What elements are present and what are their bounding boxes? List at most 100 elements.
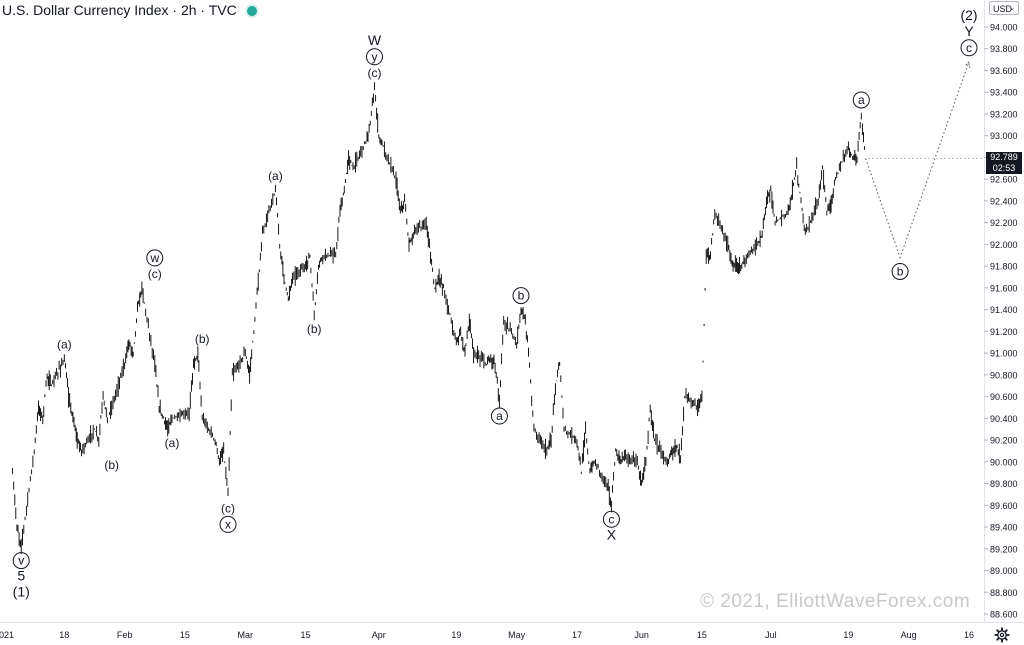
wave-circle <box>852 91 870 109</box>
y-tick-label: 94.000 <box>990 23 1018 33</box>
wave-label-text: (b) <box>195 332 210 346</box>
wave-circle <box>146 249 164 267</box>
projection-arrow <box>964 60 971 68</box>
wave-label: (c) <box>221 501 235 515</box>
wave-label: W <box>368 32 382 48</box>
y-tick-label: 93.800 <box>990 44 1018 54</box>
x-tick-label: May <box>508 630 526 640</box>
x-tick-label: Mar <box>238 630 254 640</box>
time-axis[interactable]: 2021 18 Feb 15 Mar 15 Apr 19 May 17 Jun 15 Jul 19 Aug 1… <box>0 630 974 640</box>
wave-label: (c) <box>367 66 381 80</box>
y-tick-label: 91.200 <box>990 327 1018 337</box>
y-tick-label: 90.000 <box>990 457 1018 467</box>
wave-circle <box>365 48 383 66</box>
wave-label-text: 5 <box>17 568 25 584</box>
wave-label-text: (b) <box>104 458 119 472</box>
x-tick-label: 19 <box>451 630 461 640</box>
y-tick-label: 89.000 <box>990 566 1018 576</box>
wave-label-text: c <box>608 512 614 526</box>
wave-circle <box>219 515 237 533</box>
x-tick-label: 17 <box>572 630 582 640</box>
y-tick-label: 88.600 <box>990 610 1018 620</box>
y-tick-label: 90.600 <box>990 392 1018 402</box>
wave-label: w <box>146 249 164 267</box>
wave-label-text: (a) <box>268 169 283 183</box>
wave-label: (a) <box>165 436 180 450</box>
wave-label: (1) <box>13 584 30 600</box>
y-tick-label: 92.000 <box>990 240 1018 250</box>
y-tick-label: 92.400 <box>990 196 1018 206</box>
wave-label: (b) <box>104 458 119 472</box>
series-layer <box>12 60 984 554</box>
wave-label: Y <box>964 23 974 39</box>
x-tick-label: 18 <box>59 630 69 640</box>
y-tick-label: 90.200 <box>990 436 1018 446</box>
wave-label-text: b <box>518 289 525 303</box>
wave-label: c <box>602 510 620 528</box>
wave-label-text: c <box>966 41 972 55</box>
wave-label-text: Y <box>964 23 974 39</box>
wave-label: (c) <box>148 267 162 281</box>
wave-label-text: b <box>897 264 904 278</box>
wave-label: (b) <box>195 332 210 346</box>
y-tick-label: 89.200 <box>990 544 1018 554</box>
x-tick-label: Aug <box>901 630 917 640</box>
y-tick-label: 89.400 <box>990 523 1018 533</box>
last-price-tag: 92.789 02:53 <box>986 152 1022 174</box>
wave-circle <box>490 407 508 425</box>
wave-circle <box>960 39 978 57</box>
projection-path <box>865 61 970 260</box>
x-tick-label: 2021 <box>0 630 14 640</box>
currency-button[interactable]: USD ⌄ <box>989 1 1019 15</box>
x-tick-label: 16 <box>964 630 974 640</box>
wave-label-text: (c) <box>221 501 235 515</box>
wave-circle <box>512 287 530 305</box>
y-tick-label: 90.400 <box>990 414 1018 424</box>
y-tick-label: 91.600 <box>990 283 1018 293</box>
y-tick-label: 92.200 <box>990 218 1018 228</box>
y-tick-label: 91.400 <box>990 305 1018 315</box>
gear-icon[interactable] <box>994 627 1010 643</box>
y-tick-label: 88.800 <box>990 588 1018 598</box>
wave-label-text: v <box>18 554 24 568</box>
x-tick-label: 15 <box>697 630 707 640</box>
wave-label: (2) <box>960 7 977 23</box>
price-axis[interactable]: 88.600 88.800 89.000 89.200 89.400 89.600 89.8… <box>984 23 1018 620</box>
y-tick-label: 89.600 <box>990 501 1018 511</box>
price-series <box>12 82 865 554</box>
x-tick-label: 19 <box>843 630 853 640</box>
wave-label: b <box>891 262 909 280</box>
y-tick-label: 91.800 <box>990 262 1018 272</box>
wave-label-text: (b) <box>307 322 322 336</box>
market-status-icon <box>246 6 257 16</box>
wave-label: 5 <box>17 568 25 584</box>
wave-circle <box>602 510 620 528</box>
wave-label-text: X <box>607 526 617 542</box>
wave-label: (b) <box>307 322 322 336</box>
wave-label: a <box>852 91 870 109</box>
wave-label-text: (a) <box>57 338 72 352</box>
watermark: © 2021, ElliottWaveForex.com <box>700 591 971 612</box>
wave-label-text: (c) <box>367 66 381 80</box>
wave-label: b <box>512 287 530 305</box>
wave-label-text: (1) <box>13 584 30 600</box>
y-tick-label: 93.000 <box>990 131 1018 141</box>
x-tick-label: 15 <box>180 630 190 640</box>
wave-label-text: a <box>858 93 865 107</box>
y-tick-label: 93.200 <box>990 109 1018 119</box>
wave-label-text: a <box>496 409 503 423</box>
y-tick-label: 91.000 <box>990 349 1018 359</box>
chevron-down-icon: ⌄ <box>1009 5 1015 12</box>
wave-circle <box>891 262 909 280</box>
wave-label-text: x <box>225 517 231 531</box>
wave-label-text: (c) <box>148 267 162 281</box>
symbol-header[interactable]: U.S. Dollar Currency Index · 2h · TVC <box>2 1 257 19</box>
last-price: 92.789 <box>990 152 1018 162</box>
x-tick-label: Jul <box>765 630 777 640</box>
symbol-title: U.S. Dollar Currency Index · 2h · TVC <box>2 2 237 18</box>
wave-label-text: (2) <box>960 7 977 23</box>
wave-label: (a) <box>268 169 283 183</box>
x-tick-label: Jun <box>634 630 649 640</box>
